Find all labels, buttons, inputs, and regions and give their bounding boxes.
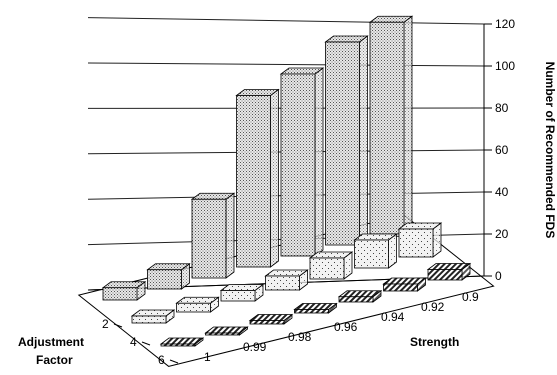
bars — [101, 15, 472, 347]
bar-front — [191, 198, 227, 279]
strength-tick-label: 0.9 — [462, 290, 479, 304]
z-tick-label: 60 — [495, 143, 509, 157]
bar-front — [147, 269, 182, 290]
bar — [175, 296, 220, 313]
bar-side — [359, 35, 368, 246]
bar-front — [427, 269, 463, 281]
bar-front — [249, 320, 285, 325]
bar — [293, 302, 338, 314]
z-tick-label: 80 — [495, 101, 509, 115]
bar — [219, 283, 265, 302]
bar-top — [248, 314, 294, 321]
bar — [190, 192, 236, 279]
bar — [426, 262, 472, 281]
bar — [235, 88, 280, 268]
z-tick-label: 100 — [495, 59, 515, 73]
bar-side — [403, 15, 413, 235]
strength-tick-label: 0.96 — [334, 320, 358, 334]
z-tick-label: 20 — [495, 227, 509, 241]
bar-top — [397, 222, 443, 230]
adjustment-tick-mark — [113, 323, 123, 328]
bar-front — [236, 95, 271, 268]
x-axis-title: Strength — [410, 335, 459, 349]
bar-top — [146, 263, 191, 271]
bar — [264, 269, 309, 291]
strength-tick-label: 0.94 — [381, 310, 405, 324]
bar — [324, 35, 369, 246]
bar-top — [264, 269, 309, 277]
bar-top — [308, 251, 354, 259]
bar — [130, 309, 176, 324]
bar-top — [175, 296, 220, 304]
adjustment-tick-mark — [141, 341, 151, 346]
bar — [101, 280, 147, 301]
bar-side — [270, 88, 279, 268]
gridline — [87, 62, 485, 67]
bar-side — [225, 192, 235, 279]
bar-front — [338, 296, 374, 303]
bar-top — [235, 89, 280, 96]
bar-front — [354, 239, 389, 269]
z-tick-label: 0 — [495, 269, 502, 283]
bar-top — [204, 326, 249, 334]
strength-tick-label: 1 — [204, 350, 211, 364]
bar — [353, 233, 398, 269]
bar-top — [293, 303, 338, 310]
bar-top — [368, 15, 414, 23]
bar-front — [280, 73, 316, 257]
bar-top — [353, 233, 398, 241]
bar-side — [314, 67, 324, 257]
bar-top — [382, 277, 427, 285]
bar — [308, 251, 354, 280]
bar-top — [159, 337, 205, 345]
bar-front — [220, 290, 256, 302]
adjustment-tick-label: 2 — [102, 317, 109, 331]
bar — [248, 313, 294, 325]
bar-top — [101, 281, 147, 289]
strength-tick-label: 0.98 — [288, 330, 312, 344]
bar — [159, 337, 205, 347]
bar-top — [337, 290, 383, 298]
adjustment-tick-mark — [169, 359, 179, 364]
bar-top — [219, 284, 265, 291]
bar-front — [205, 332, 240, 336]
bar — [279, 67, 325, 257]
bar — [368, 15, 414, 235]
y-axis-title-part1: Adjustment — [18, 335, 84, 349]
gridline — [87, 17, 485, 25]
bar-front — [369, 21, 405, 235]
bar-front — [160, 343, 196, 347]
bar-front — [398, 228, 434, 258]
z-tick-label: 40 — [495, 185, 509, 199]
z-tick-label: 120 — [495, 17, 515, 31]
bar — [204, 326, 249, 336]
bar-top — [426, 263, 472, 270]
bar-front — [383, 283, 418, 292]
adjustment-tick-label: 6 — [158, 353, 165, 367]
bar-front — [102, 287, 138, 301]
bar-top — [190, 192, 236, 200]
bar — [382, 277, 427, 292]
bar-front — [309, 257, 345, 280]
bar — [146, 262, 191, 290]
y-axis-title-part2: Factor — [36, 353, 73, 367]
bar-front — [176, 302, 211, 313]
adjustment-tick-label: 4 — [130, 335, 137, 349]
bar — [337, 289, 383, 303]
z-axis-title: Number of Recommended FDS — [543, 62, 557, 239]
bar-front — [325, 41, 360, 246]
bar — [397, 222, 443, 258]
bar-top — [130, 309, 176, 317]
bar-top — [324, 35, 369, 43]
strength-tick-label: 0.92 — [421, 300, 445, 314]
strength-tick-label: 0.99 — [243, 340, 267, 354]
bar-front — [265, 275, 300, 291]
axis-labels: 02040608010012010.990.980.960.940.920.92… — [102, 17, 515, 367]
bar-front — [131, 315, 167, 324]
bar-top — [279, 67, 325, 75]
bar-front — [294, 309, 329, 314]
